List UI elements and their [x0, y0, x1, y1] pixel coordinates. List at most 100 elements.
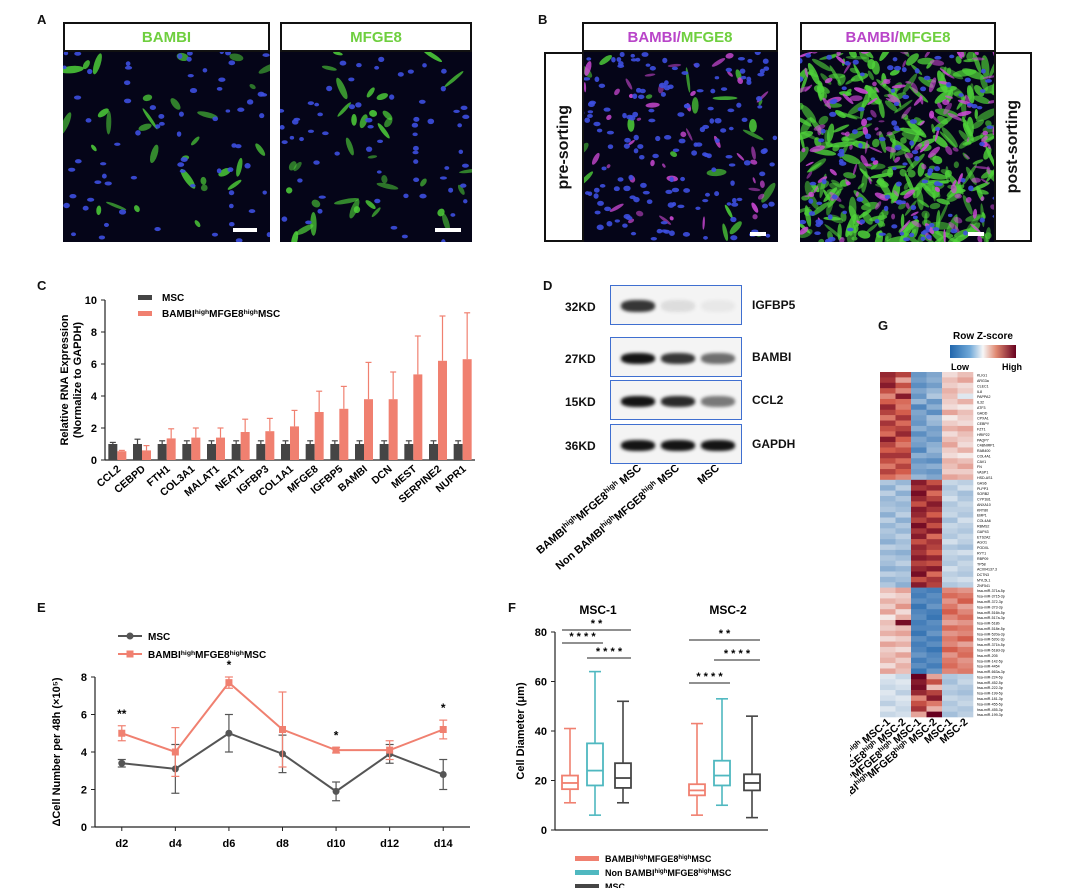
legend-label: BAMBIhighMFGE8highMSC	[148, 650, 266, 662]
cell-body	[940, 66, 964, 80]
heatmap-cell	[942, 528, 958, 535]
nucleus	[68, 167, 76, 172]
heatmap-cell	[942, 587, 958, 594]
cell-body	[457, 184, 465, 195]
label-part: MSC	[162, 293, 184, 304]
heatmap-cell	[880, 625, 896, 632]
nucleus	[677, 204, 685, 209]
heatmap-cell	[895, 485, 912, 491]
cell-body	[97, 108, 109, 118]
cell-body	[106, 110, 112, 135]
x-tick-label: d12	[380, 838, 399, 850]
nucleus	[228, 203, 234, 209]
heatmap-cell	[895, 619, 912, 626]
legend-marker	[126, 650, 134, 658]
nucleus	[307, 129, 315, 133]
cell-marker	[752, 177, 756, 184]
cell-body	[907, 169, 916, 178]
cell-marker	[627, 139, 635, 146]
nucleus	[892, 166, 897, 171]
cell-marker	[982, 75, 996, 79]
cell-body	[906, 153, 925, 173]
heatmap-cell	[942, 409, 958, 416]
heatmap-cell	[880, 641, 896, 648]
heatmap-cell	[957, 512, 974, 518]
nucleus	[856, 197, 864, 202]
nucleus	[759, 68, 765, 74]
cell-body	[982, 83, 996, 94]
bar	[240, 432, 250, 460]
cell-body	[420, 178, 427, 187]
cell-marker	[870, 109, 877, 118]
nucleus	[809, 181, 817, 186]
heatmap-cell	[911, 571, 927, 578]
heatmap-cell	[926, 436, 943, 443]
y-tick-label: 80	[535, 627, 547, 639]
cell-body	[899, 168, 907, 177]
nucleus	[367, 124, 374, 129]
heatmap-cell	[911, 587, 927, 594]
heatmap-cell	[880, 388, 896, 394]
nucleus	[622, 223, 628, 228]
nucleus	[584, 117, 591, 123]
heatmap-cell	[957, 506, 974, 513]
data-point	[439, 771, 447, 778]
heatmap-cell	[942, 630, 958, 637]
nucleus	[890, 88, 896, 93]
heatmap-cell	[926, 711, 943, 718]
heatmap-cell	[895, 549, 912, 556]
heatmap-cell	[911, 679, 927, 685]
heatmap-cell	[957, 690, 974, 696]
cell-body	[691, 97, 699, 114]
y-tick-label: 4	[91, 391, 98, 403]
heatmap-cell	[926, 706, 943, 712]
nucleus	[630, 58, 637, 62]
title-part-2: MFGE8	[680, 28, 733, 46]
heatmap-cell	[911, 652, 927, 659]
cell-marker	[901, 106, 912, 119]
cell-body	[817, 80, 823, 87]
y-tick-label: 10	[85, 295, 97, 307]
cell-body	[806, 162, 822, 173]
cell-body	[866, 223, 878, 233]
heatmap-cell	[911, 388, 927, 394]
cell-marker	[614, 88, 620, 96]
y-tick-label: 40	[535, 726, 547, 738]
y-tick-label: 2	[81, 785, 87, 797]
nucleus	[763, 66, 770, 71]
nucleus	[427, 118, 435, 125]
heatmap-cell	[926, 442, 943, 448]
nucleus	[768, 201, 775, 207]
nucleus	[190, 184, 196, 188]
nucleus	[730, 235, 738, 241]
nucleus	[820, 128, 826, 134]
cell-body	[945, 166, 950, 183]
heatmap-cell	[926, 474, 943, 481]
nucleus	[851, 129, 858, 135]
nucleus	[100, 162, 107, 166]
row-label: hsa-miR-373-3p	[977, 605, 1003, 609]
nucleus	[910, 205, 917, 211]
cell-body	[82, 60, 90, 70]
cell-body	[92, 53, 102, 75]
bar	[133, 444, 142, 460]
label-part: MFGE8	[667, 868, 698, 878]
row-label: hsa-miR-224-5p	[977, 675, 1003, 679]
cell-marker	[829, 168, 837, 176]
heatmap-cell	[926, 549, 943, 556]
cell-marker	[842, 93, 854, 105]
cell-marker	[583, 81, 587, 93]
cell-body	[971, 119, 985, 130]
heatmap-cell	[911, 463, 927, 470]
heatmap-cell	[957, 522, 974, 529]
cell-marker	[964, 94, 971, 105]
nucleus	[586, 57, 592, 61]
nucleus	[623, 185, 631, 192]
cell-body	[935, 209, 941, 233]
micrograph-post-sorting	[800, 50, 996, 242]
cell-marker	[953, 216, 963, 224]
row-label: hsa-miR-518b	[977, 622, 1000, 626]
row-label: IL32	[977, 401, 984, 405]
bar	[339, 408, 349, 460]
